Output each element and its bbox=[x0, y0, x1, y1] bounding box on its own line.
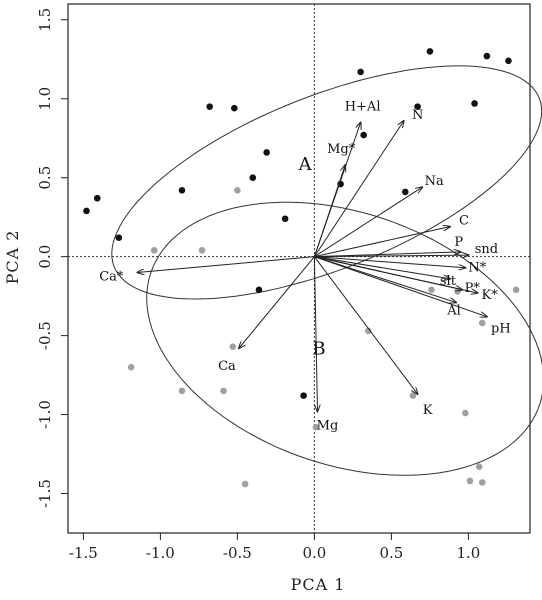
vector-arrow bbox=[314, 256, 465, 268]
data-point-group-a bbox=[255, 286, 263, 294]
vector-label: Ca bbox=[218, 359, 236, 374]
x-tick-label: 1.0 bbox=[456, 544, 480, 562]
vector-arrow bbox=[314, 227, 450, 258]
data-point-group-b bbox=[241, 480, 249, 488]
data-point-group-a bbox=[281, 215, 289, 223]
data-point-group-b bbox=[428, 286, 435, 294]
vector-arrow bbox=[313, 165, 345, 257]
vector-arrow bbox=[313, 121, 403, 257]
data-point-group-b bbox=[478, 319, 486, 327]
vector-label: Mg bbox=[317, 418, 339, 433]
vector-arrow bbox=[314, 256, 456, 303]
data-point-group-b bbox=[150, 247, 158, 254]
data-point-group-a bbox=[401, 188, 409, 196]
data-point-group-a bbox=[360, 131, 367, 139]
data-point-group-b bbox=[220, 387, 227, 395]
data-point-group-b bbox=[475, 463, 483, 470]
vector-label: Na bbox=[425, 174, 444, 189]
x-tick-label: 0.0 bbox=[302, 544, 326, 562]
data-point-group-a bbox=[414, 103, 421, 110]
data-point-group-b bbox=[198, 247, 206, 254]
x-tick-label: -1.5 bbox=[69, 544, 98, 562]
data-point-group-b bbox=[409, 392, 417, 399]
data-point-group-a bbox=[206, 103, 213, 110]
vector-arrow bbox=[314, 255, 468, 257]
ellipse-group-a bbox=[111, 65, 542, 300]
y-tick-label: 1.5 bbox=[36, 8, 54, 32]
data-point-group-a bbox=[505, 57, 512, 65]
data-point-group-b bbox=[512, 286, 520, 294]
group-label-a: A bbox=[298, 154, 313, 175]
y-tick-label: -0.5 bbox=[36, 321, 54, 350]
vector-arrow bbox=[314, 256, 450, 279]
vector-arrow bbox=[314, 256, 477, 293]
vector-label: N* bbox=[468, 261, 486, 276]
data-point-group-b bbox=[234, 187, 241, 194]
data-point-group-b bbox=[365, 327, 372, 335]
data-point-group-b bbox=[478, 479, 486, 486]
vector-arrow bbox=[314, 256, 486, 317]
data-point-group-a bbox=[263, 149, 270, 156]
x-tick-label: -0.5 bbox=[223, 544, 252, 562]
data-point-group-a bbox=[83, 207, 90, 215]
vector-label: Ca* bbox=[99, 269, 124, 284]
y-tick-label: -1.0 bbox=[36, 400, 54, 429]
vector-label: P bbox=[454, 235, 463, 250]
x-axis-title: PCA 1 bbox=[291, 575, 346, 594]
vector-label: pH bbox=[491, 322, 511, 337]
group-label-b: B bbox=[312, 339, 325, 360]
y-axis-title: PCA 2 bbox=[3, 230, 22, 285]
data-point-group-b bbox=[466, 477, 474, 485]
vector-label: C bbox=[459, 214, 469, 229]
data-point-group-a bbox=[357, 68, 364, 76]
data-point-group-a bbox=[178, 187, 186, 194]
data-point-group-a bbox=[483, 52, 491, 60]
data-point-group-a bbox=[426, 48, 434, 55]
data-point-group-a bbox=[115, 234, 123, 242]
vector-arrow bbox=[314, 252, 460, 258]
vector-label: Mg* bbox=[327, 142, 356, 157]
plot-area: -1.5 -1.0 -0.5 0.0 0.5 1.0 -1.5 -1.0 -0.5 0.0 0.5 1… bbox=[36, 3, 542, 562]
vector-label: K* bbox=[482, 288, 499, 303]
vector-arrow bbox=[314, 187, 422, 258]
vector-label: snd bbox=[475, 242, 498, 257]
vector-arrow bbox=[137, 256, 315, 273]
vector-label: H+Al bbox=[345, 99, 381, 114]
vector-label: Al bbox=[446, 303, 461, 318]
vector-label: N bbox=[412, 108, 423, 123]
data-point-group-a bbox=[93, 194, 101, 202]
vector-label: P* bbox=[465, 281, 481, 296]
plot-frame bbox=[67, 3, 531, 534]
data-point-group-a bbox=[471, 100, 478, 107]
vector-arrow bbox=[314, 256, 417, 394]
x-tick-label: -1.0 bbox=[146, 544, 175, 562]
y-tick-label: -1.5 bbox=[36, 479, 54, 508]
data-point-group-a bbox=[249, 174, 257, 182]
data-point-group-a bbox=[231, 104, 238, 112]
x-tick-label: 0.5 bbox=[379, 544, 403, 562]
data-point-group-b bbox=[229, 343, 237, 350]
data-point-group-b bbox=[127, 363, 135, 371]
vector-arrow bbox=[239, 256, 315, 349]
data-point-group-b bbox=[312, 423, 320, 431]
vector-label: K bbox=[423, 403, 433, 418]
data-point-group-b bbox=[178, 387, 186, 395]
data-point-group-a bbox=[300, 392, 307, 399]
ellipse-group-b bbox=[146, 201, 542, 476]
y-tick-label: 1.0 bbox=[36, 87, 54, 111]
y-tick-label: 0.0 bbox=[36, 245, 54, 269]
y-tick-label: 0.5 bbox=[36, 166, 54, 190]
data-point-group-b bbox=[462, 409, 469, 417]
vector-arrow bbox=[313, 256, 317, 412]
